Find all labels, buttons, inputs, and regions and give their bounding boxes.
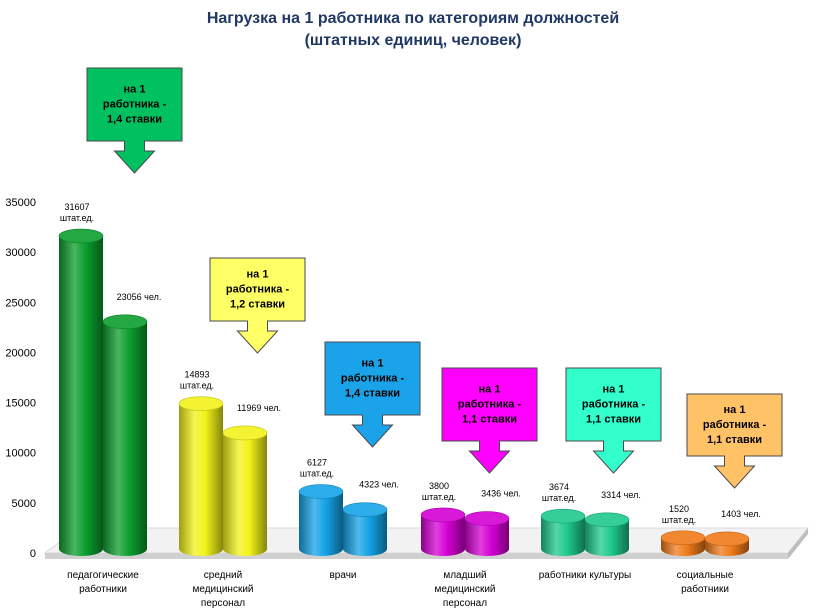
bar-top-0-5	[660, 530, 706, 546]
bar-staff-1	[179, 403, 223, 556]
people-label: 3436 чел.	[481, 489, 521, 499]
callout-text: на 1 работника -1,4 ставки	[341, 358, 405, 400]
bar-top-0-2	[298, 484, 344, 499]
bar-top-0-3	[420, 507, 466, 523]
bar-top-1-0	[102, 314, 148, 330]
staff-label: 3800 штат.ед.	[422, 481, 456, 502]
y-tick-label: 35000	[5, 197, 36, 209]
callout-text: на 1 работника -1,1 ставки	[703, 404, 767, 446]
staff-label: 3674 штат.ед.	[542, 482, 576, 503]
bar-staff-4	[541, 516, 585, 556]
bar-people-1	[223, 432, 267, 556]
people-label: 4323 чел.	[359, 480, 399, 490]
people-label: 1403 чел.	[721, 509, 761, 519]
people-label: 11969 чел.	[237, 403, 281, 413]
bar-top-0-0	[58, 228, 104, 244]
bar-people-3	[465, 518, 509, 556]
y-tick-label: 30000	[5, 247, 36, 259]
bar-top-0-4	[540, 508, 586, 524]
callout-arrow	[565, 367, 662, 474]
category-label: средний медицинский персонал	[192, 570, 253, 609]
y-tick-label: 0	[30, 548, 36, 560]
staff-label: 1520 штат.ед.	[662, 504, 696, 525]
staff-label: 31607 штат.ед.	[60, 202, 94, 223]
category-label: младший медицинский персонал	[434, 570, 495, 609]
bar-people-4	[585, 519, 629, 556]
category-label: педагогические работники	[67, 570, 139, 595]
y-tick-label: 10000	[5, 448, 36, 460]
category-label: врачи	[329, 570, 356, 581]
y-tick-label: 25000	[5, 297, 36, 309]
callout-text: на 1 работника -1,1 ставки	[582, 384, 646, 426]
bar-top-0-1	[178, 396, 224, 411]
y-tick-label: 20000	[5, 347, 36, 359]
y-axis: 0 5000 10000 15000 20000 25000 30000 35000	[5, 197, 36, 560]
staff-label: 14893 штат.ед.	[180, 370, 214, 391]
bar-top-1-5	[704, 531, 750, 547]
callouts: на 1 работника -1,4 ставки на 1 работника -…	[86, 67, 783, 489]
people-label: 23056 чел.	[117, 292, 162, 302]
y-tick-label: 15000	[5, 398, 36, 410]
chart-title: Нагрузка на 1 работника по категориям до…	[0, 8, 826, 52]
data-labels: 31607 штат.ед. 14893 штат.ед. 6127 штат.ед. 38…	[60, 202, 761, 525]
bar-top-1-4	[584, 512, 630, 528]
callout-text: на 1 работника -1,2 ставки	[226, 269, 290, 311]
callout-arrow	[441, 367, 538, 474]
bar-staff-2	[299, 491, 343, 556]
callout-arrow	[86, 67, 183, 174]
category-label: социальные работники	[677, 570, 734, 595]
floor-side	[788, 528, 808, 559]
x-axis-categories: педагогические работники средний медицински…	[67, 569, 734, 609]
bars	[58, 228, 750, 556]
y-tick-label: 5000	[12, 498, 36, 510]
bar-top-1-1	[222, 425, 268, 441]
callout-arrow	[686, 393, 783, 489]
bar-staff-3	[421, 514, 465, 556]
chart-title-line1: Нагрузка на 1 работника по категориям до…	[206, 10, 620, 27]
bar-top-1-3	[464, 511, 510, 526]
chart-title-line2: (штатных единиц, человек)	[304, 32, 522, 49]
bar-people-2	[343, 509, 387, 556]
callout-arrow	[209, 257, 306, 354]
callout-text: на 1 работника -1,1 ставки	[458, 384, 522, 426]
people-label: 3314 чел.	[601, 490, 641, 500]
category-label: работники культуры	[539, 569, 631, 581]
bar-people-0	[103, 321, 147, 556]
staff-label: 6127 штат.ед.	[300, 458, 334, 479]
callout-text: на 1 работника -1,4 ставки	[103, 84, 167, 126]
callout-arrow	[324, 341, 421, 448]
bar-staff-0	[59, 236, 103, 556]
bar-top-1-2	[342, 502, 388, 517]
